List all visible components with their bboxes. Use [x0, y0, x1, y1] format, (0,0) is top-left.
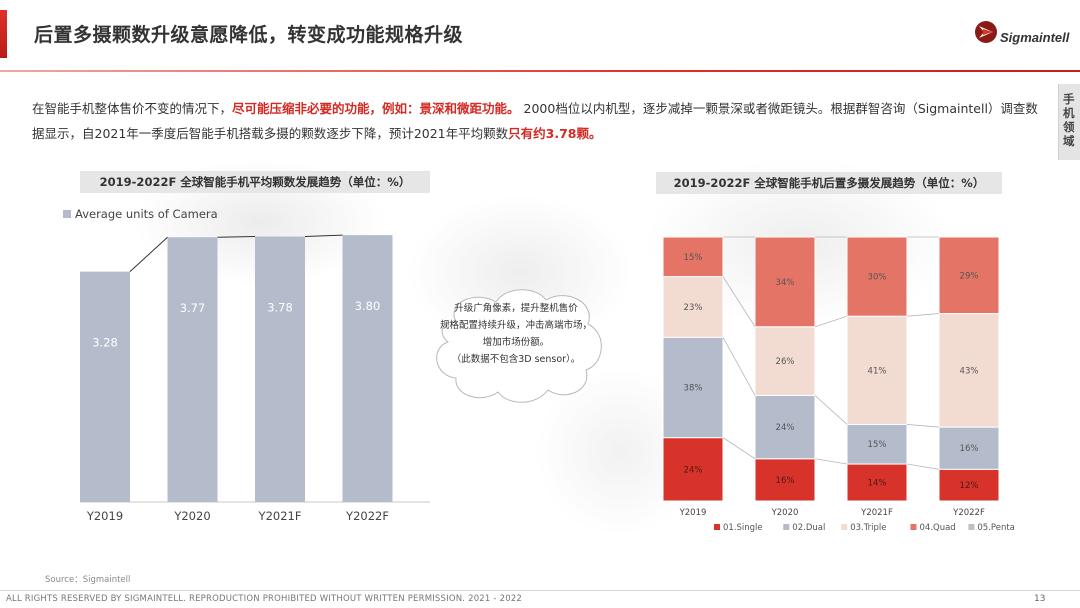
segment-Y2019-02.Dual	[662, 336, 724, 439]
segment-Y2020-01.Single	[754, 458, 816, 502]
segment-Y2019-01.Single	[662, 437, 724, 502]
segment-Y2021F-04.Quad	[846, 236, 908, 317]
segment-label-Y2022F-03.Triple: 43%	[960, 366, 979, 376]
intro-highlight-1: 尽可能压缩非必要的功能，例如：景深和微距功能。	[232, 101, 520, 116]
connector-line-1	[217, 236, 256, 238]
legend-label-05.Penta: 05.Penta	[977, 523, 1015, 533]
intro-text-1: 在智能手机整体售价不变的情况下，	[32, 101, 233, 116]
segment-Y2021F-02.Dual	[846, 423, 908, 465]
segment-Y2022F-01.Single	[938, 468, 1000, 502]
side-tab-mobile[interactable]: 手机领域	[1058, 84, 1080, 160]
data-label-Y2021F: 3.78	[267, 301, 293, 315]
series-connector-0-0	[722, 437, 756, 460]
series-connector-0-2	[722, 276, 756, 327]
legend-label-01.Single: 01.Single	[723, 523, 763, 533]
segment-label-Y2019-03.Triple: 23%	[684, 303, 703, 313]
callout-cloud	[436, 289, 602, 403]
series-connector-2-0	[906, 463, 940, 470]
legend-swatch-03.Triple	[841, 524, 848, 530]
bar-Y2022F	[342, 235, 393, 502]
legend-label: Average units of Camera	[75, 207, 218, 221]
x-tick-Y2022F: Y2022F	[345, 509, 389, 523]
x-tick-Y2021F: Y2021F	[258, 509, 302, 523]
page-title: 后置多摄颗数升级意愿降低，转变成功能规格升级	[34, 24, 464, 46]
segment-label-Y2020-02.Dual: 24%	[776, 423, 795, 433]
intro-highlight-2: 只有约3.78颗。	[508, 126, 602, 141]
sigmaintell-logo: Sigmaintell	[974, 20, 1074, 52]
copyright-footer: ALL RIGHTS RESERVED BY SIGMAINTELL. REPR…	[6, 594, 523, 604]
intro-paragraph: 在智能手机整体售价不变的情况下，尽可能压缩非必要的功能，例如：景深和微距功能。 …	[32, 96, 1042, 146]
segment-label-Y2021F-04.Quad: 30%	[868, 273, 887, 283]
series-connector-1-1	[814, 395, 848, 425]
segment-Y2022F-02.Dual	[938, 426, 1000, 470]
callout-line-1: 升级广角像素，提升整机售价	[454, 303, 578, 314]
segment-Y2020-02.Dual	[754, 394, 816, 460]
segment-label-Y2021F-03.Triple: 41%	[868, 366, 887, 376]
source-note: Source：Sigmaintell	[45, 575, 131, 585]
logo-mark-icon	[975, 21, 997, 43]
callout-line-2: 规格配置持续升级，冲击高端市场，	[440, 320, 593, 331]
legend-label-04.Quad: 04.Quad	[920, 523, 956, 533]
legend-label-03.Triple: 03.Triple	[850, 523, 886, 533]
segment-Y2022F-03.Triple	[938, 313, 1000, 428]
title-accent-bar	[0, 10, 7, 58]
legend-swatch-04.Quad	[910, 524, 917, 530]
left-chart-title: 2019-2022F 全球智能手机平均颗数发展趋势（单位：%）	[80, 171, 430, 193]
bar-Y2021F	[255, 236, 305, 502]
callout-line-4: （此数据不包含3D sensor）。	[451, 354, 581, 365]
segment-label-Y2020-01.Single: 16%	[776, 476, 795, 486]
x-tick-Y2021F: Y2021F	[860, 508, 893, 518]
series-connector-2-1	[906, 424, 940, 428]
legend-swatch-05.Penta	[968, 524, 975, 530]
right-chart-title: 2019-2022F 全球智能手机后置多摄发展趋势（单位：%）	[656, 172, 1002, 194]
series-connector-0-1	[722, 337, 756, 396]
data-label-Y2020: 3.77	[180, 301, 206, 315]
segment-label-Y2022F-02.Dual: 16%	[960, 444, 979, 454]
segment-Y2021F-03.Triple	[846, 315, 908, 425]
x-tick-Y2020: Y2020	[771, 508, 799, 518]
segment-Y2020-04.Quad	[754, 236, 816, 328]
footer-divider	[0, 590, 1080, 591]
segment-Y2021F-01.Single	[846, 463, 908, 502]
x-tick-Y2020: Y2020	[173, 509, 210, 523]
segment-label-Y2020-04.Quad: 34%	[776, 278, 795, 288]
segment-label-Y2022F-01.Single: 12%	[960, 481, 979, 491]
page-header: 后置多摄颗数升级意愿降低，转变成功能规格升级 Sigmaintell	[0, 0, 1080, 72]
x-tick-Y2022F: Y2022F	[952, 508, 985, 518]
connector-line-0	[129, 236, 168, 273]
data-label-Y2022F: 3.80	[355, 299, 381, 313]
series-connector-2-2	[906, 313, 940, 317]
left-chart-legend: Average units of Camera	[63, 207, 218, 221]
segment-Y2020-03.Triple	[754, 326, 816, 396]
segment-Y2022F-04.Quad	[938, 236, 1000, 315]
legend-swatch-01.Single	[714, 524, 720, 530]
segment-label-Y2022F-04.Quad: 29%	[960, 271, 979, 281]
intro-text-2: 2000档位以内机型，逐步减掉一颗景深或者微距镜头。根据群智咨询（Sigmain…	[32, 101, 1038, 141]
legend-swatch	[63, 210, 71, 218]
callout-text: 升级广角像素，提升整机售价 规格配置持续升级，冲击高端市场， 增加市场份额。 （…	[440, 300, 592, 368]
segment-label-Y2019-01.Single: 24%	[684, 465, 703, 475]
series-connector-1-2	[814, 315, 848, 328]
side-tab-label: 手机领域	[1063, 92, 1075, 148]
bar-Y2019	[80, 271, 130, 502]
segment-label-Y2020-03.Triple: 26%	[776, 357, 795, 367]
legend-label-02.Dual: 02.Dual	[792, 523, 825, 533]
logo-text: Sigmaintell	[1000, 30, 1070, 45]
header-divider	[0, 70, 1080, 72]
data-label-Y2019: 3.28	[92, 336, 118, 350]
segment-label-Y2021F-02.Dual: 15%	[868, 440, 887, 450]
segment-Y2019-03.Triple	[662, 276, 724, 338]
legend-swatch-02.Dual	[783, 524, 790, 530]
segment-label-Y2019-04.Quad: 15%	[684, 253, 703, 263]
callout-line-3: 增加市场份额。	[482, 337, 550, 348]
x-tick-Y2019: Y2019	[679, 508, 707, 518]
series-connector-1-0	[814, 458, 848, 465]
segment-label-Y2021F-01.Single: 14%	[868, 479, 887, 489]
page-number: 13	[1034, 594, 1046, 604]
connector-line-2	[304, 234, 343, 238]
bar-Y2020	[167, 237, 218, 502]
segment-label-Y2019-02.Dual: 38%	[684, 383, 703, 393]
segment-Y2019-04.Quad	[662, 236, 724, 278]
x-tick-Y2019: Y2019	[86, 509, 123, 523]
